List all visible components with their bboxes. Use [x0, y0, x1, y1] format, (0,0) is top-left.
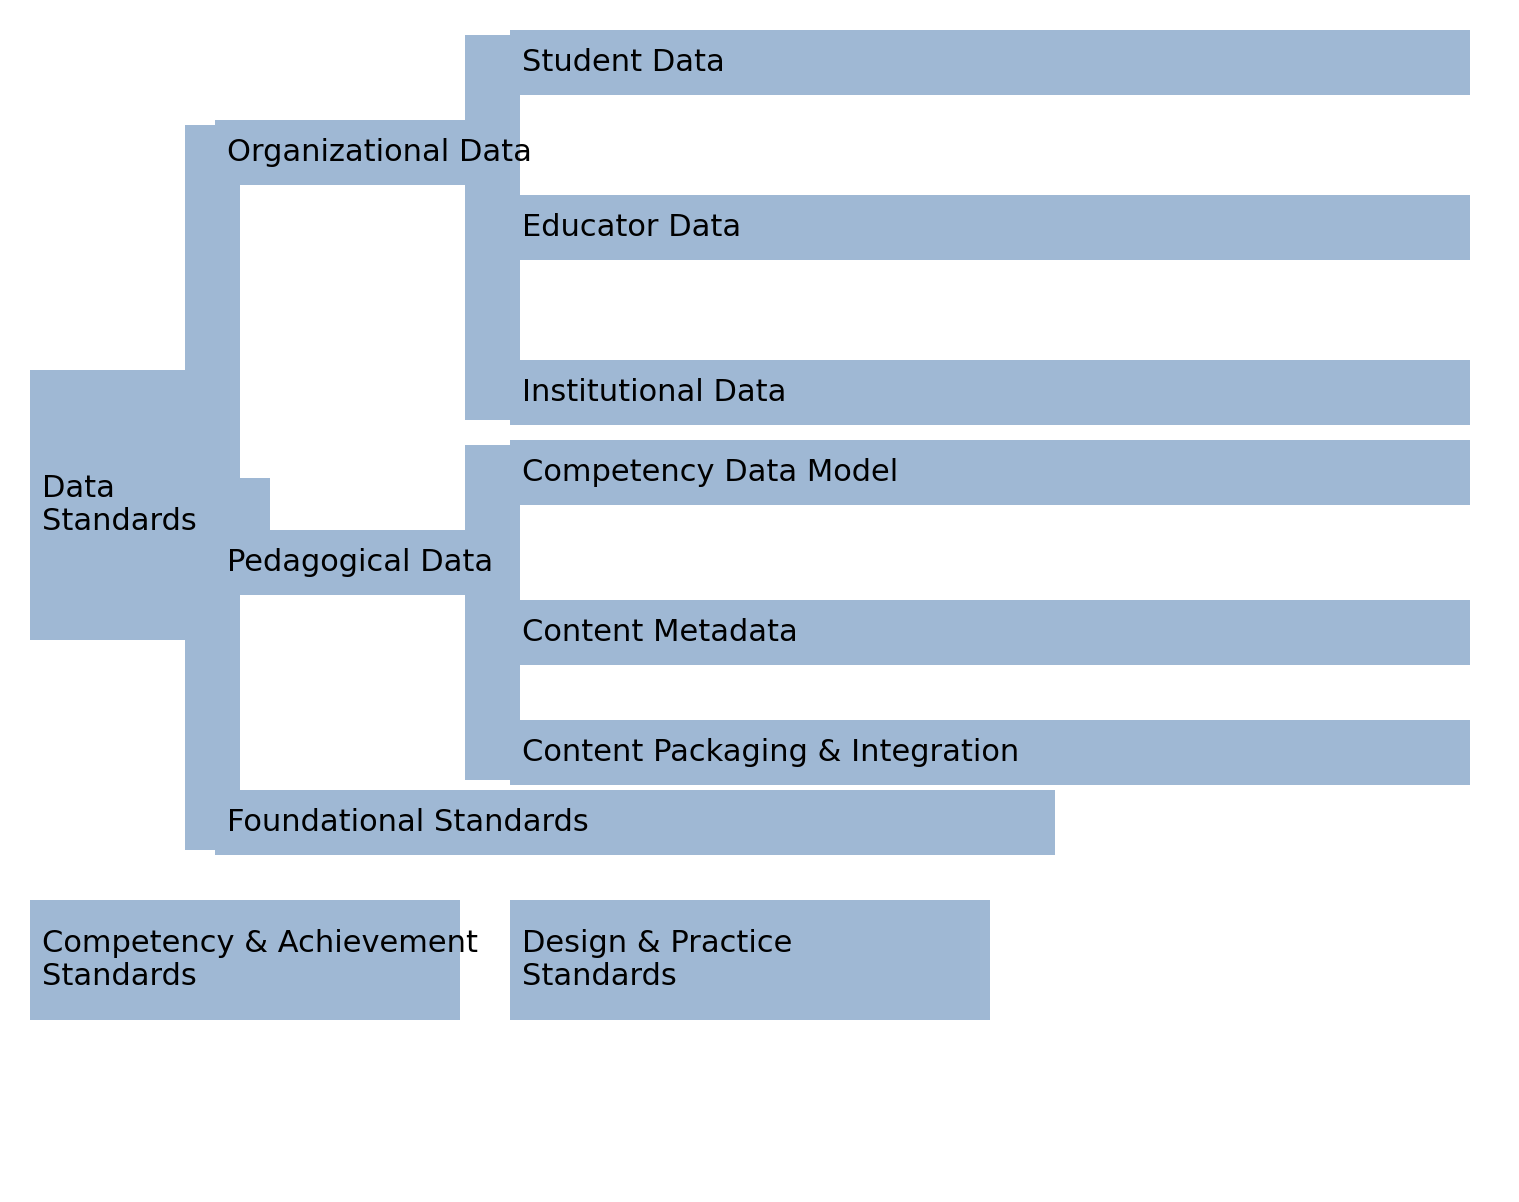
FancyBboxPatch shape [510, 195, 1470, 260]
Text: Foundational Standards: Foundational Standards [226, 808, 589, 837]
FancyBboxPatch shape [510, 900, 990, 1020]
FancyBboxPatch shape [216, 530, 465, 595]
Text: Content Metadata: Content Metadata [523, 618, 797, 647]
FancyBboxPatch shape [465, 35, 510, 90]
FancyBboxPatch shape [465, 125, 519, 180]
Text: Competency & Achievement
Standards: Competency & Achievement Standards [43, 929, 478, 992]
FancyBboxPatch shape [465, 445, 510, 500]
FancyBboxPatch shape [510, 600, 1470, 665]
Text: Data
Standards: Data Standards [43, 474, 197, 536]
FancyBboxPatch shape [465, 474, 519, 752]
FancyBboxPatch shape [216, 790, 1056, 855]
Text: Design & Practice
Standards: Design & Practice Standards [523, 929, 793, 992]
FancyBboxPatch shape [465, 725, 510, 780]
Text: Content Packaging & Integration: Content Packaging & Integration [523, 738, 1019, 767]
FancyBboxPatch shape [465, 200, 510, 255]
FancyBboxPatch shape [185, 125, 216, 180]
Text: Educator Data: Educator Data [523, 213, 741, 242]
FancyBboxPatch shape [216, 120, 465, 185]
FancyBboxPatch shape [185, 795, 216, 850]
FancyBboxPatch shape [510, 361, 1470, 426]
FancyBboxPatch shape [30, 370, 185, 639]
Text: Competency Data Model: Competency Data Model [523, 458, 898, 487]
FancyBboxPatch shape [30, 900, 460, 1020]
FancyBboxPatch shape [510, 720, 1470, 785]
FancyBboxPatch shape [465, 365, 510, 419]
Text: Pedagogical Data: Pedagogical Data [226, 548, 494, 577]
FancyBboxPatch shape [185, 478, 270, 532]
Text: Student Data: Student Data [523, 48, 725, 77]
FancyBboxPatch shape [185, 153, 240, 823]
FancyBboxPatch shape [510, 30, 1470, 95]
FancyBboxPatch shape [185, 535, 216, 590]
FancyBboxPatch shape [465, 535, 519, 590]
FancyBboxPatch shape [465, 63, 519, 393]
FancyBboxPatch shape [465, 605, 510, 660]
Text: Organizational Data: Organizational Data [226, 138, 532, 167]
Text: Institutional Data: Institutional Data [523, 377, 787, 407]
FancyBboxPatch shape [510, 440, 1470, 505]
